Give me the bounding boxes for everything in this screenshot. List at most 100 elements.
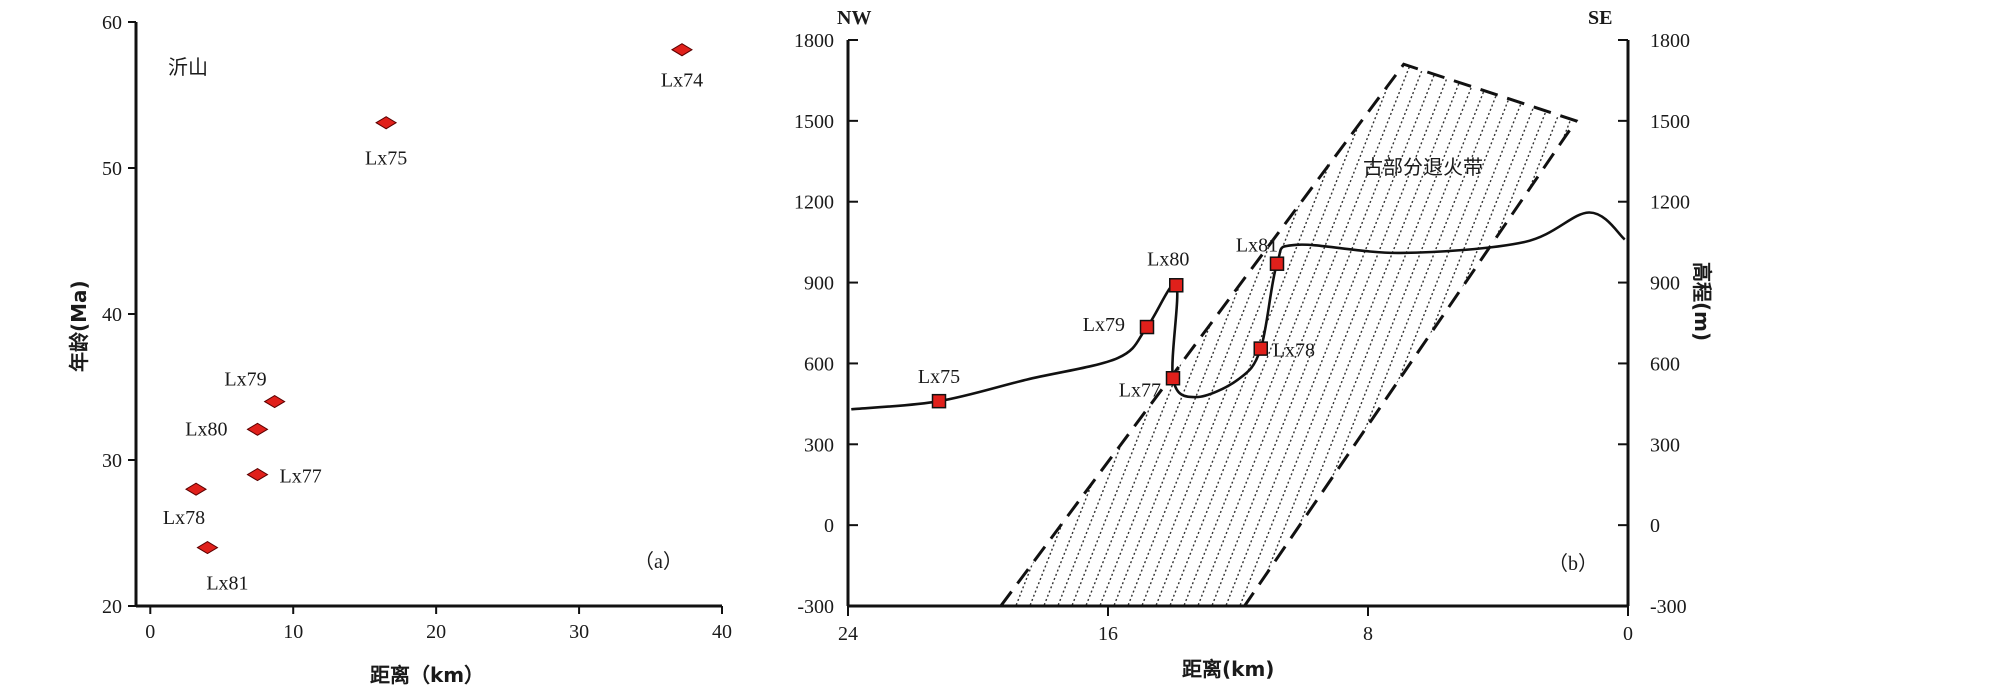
hatch-line	[1834, 20, 2008, 626]
point-marker-lx81	[196, 541, 219, 555]
hatch-line	[742, 20, 980, 626]
sample-label-lx78: Lx78	[1273, 340, 1315, 362]
hatch-line	[1764, 20, 2002, 626]
hatch-line	[1820, 20, 2008, 626]
hatch-line	[1960, 20, 2008, 626]
hatch-line	[1932, 20, 2008, 626]
point-label-lx74: Lx74	[661, 70, 703, 92]
hatch-line	[1680, 20, 1918, 626]
right-y-tick-label: 900	[1650, 273, 1680, 295]
hatch-line	[1722, 20, 1960, 626]
hatch-line	[1203, 64, 1443, 606]
left-y-tick-label: 0	[824, 515, 834, 537]
hatch-line	[1301, 64, 1541, 606]
panel-a-location-label: 沂山	[168, 55, 208, 79]
point-marker-lx78	[185, 482, 208, 496]
hatch-line	[1315, 64, 1555, 606]
hatch-line	[588, 20, 826, 626]
left-y-tick-label: 900	[804, 273, 834, 295]
hatch-line	[1273, 64, 1513, 606]
x-tick-label: 40	[712, 621, 732, 643]
hatch-line	[1904, 20, 2008, 626]
point-marker-lx80	[246, 422, 269, 436]
panel-a-panel-label: （a）	[634, 550, 683, 573]
hatch-line	[1413, 64, 1576, 606]
hatch-line	[1000, 64, 1163, 606]
hatch-line	[1750, 20, 1988, 626]
point-label-lx81: Lx81	[206, 573, 248, 595]
panel-a: 0 10 20 30 40 20 30 40 50 60 Lx74 Lx75 Lx79 Lx80 Lx77…	[67, 12, 732, 687]
hatch-line	[1736, 20, 1974, 626]
hatch-line	[1217, 64, 1457, 606]
right-y-tick-label: 0	[1650, 515, 1660, 537]
point-label-lx75: Lx75	[365, 148, 407, 170]
hatch-line	[1189, 64, 1429, 606]
hatch-line	[1806, 20, 2008, 626]
left-y-tick-label: 300	[804, 434, 834, 456]
hatch-line	[672, 20, 910, 626]
sample-label-lx80: Lx80	[1147, 248, 1189, 270]
point-label-lx78: Lx78	[163, 507, 205, 529]
sample-marker-lx81	[1269, 256, 1285, 271]
panel-a-ticks: 0 10 20 30 40 20 30 40 50 60	[102, 12, 732, 643]
sample-label-lx81: Lx81	[1236, 235, 1278, 257]
hatch-line	[1988, 20, 2008, 626]
hatch-line	[1385, 64, 1576, 606]
x-tick-label: 24	[838, 623, 858, 645]
hatch-line	[1708, 20, 1946, 626]
hatch-line	[1000, 64, 1079, 606]
y-tick-label: 50	[102, 158, 122, 180]
hatch-line	[1161, 64, 1401, 606]
point-marker-lx74	[671, 43, 693, 57]
se-label: SE	[1588, 7, 1612, 29]
hatch-line	[1876, 20, 2008, 626]
panel-b-ticks: 24 16 8 0 -300 -300 0 0 300 300 600 600 900 900 1200 12…	[794, 30, 1690, 645]
hatch-line	[518, 20, 756, 626]
panel-b-x-axis-title: 距离(km)	[1182, 657, 1274, 681]
hatch-line	[448, 20, 686, 626]
hatch-line	[658, 20, 896, 626]
hatch-line	[532, 20, 770, 626]
sample-label-lx77: Lx77	[1119, 379, 1161, 401]
y-tick-label: 20	[102, 596, 122, 618]
x-tick-label: 30	[569, 621, 589, 643]
right-y-tick-label: 1200	[1650, 192, 1690, 214]
x-tick-label: 20	[426, 621, 446, 643]
hatch-line	[2002, 20, 2008, 626]
right-y-tick-label: 300	[1650, 434, 1680, 456]
hatch-line	[1119, 64, 1359, 606]
left-y-tick-label: 600	[804, 353, 834, 375]
hatch-line	[1792, 20, 2008, 626]
left-y-tick-label: -300	[797, 596, 834, 618]
sample-marker-lx75	[931, 393, 947, 409]
point-label-lx79: Lx79	[224, 369, 266, 391]
panel-b-panel-label: （b）	[1548, 552, 1598, 575]
x-tick-label: 10	[283, 621, 303, 643]
right-y-tick-label: 1800	[1650, 30, 1690, 52]
sample-marker-lx78	[1253, 341, 1268, 356]
hatch-line	[1287, 64, 1527, 606]
elevation-profile-line	[851, 211, 1626, 411]
panel-b: 24 16 8 0 -300 -300 0 0 300 300 600 600 900 900 1200 12…	[448, 7, 2008, 681]
hatch-line	[1175, 64, 1415, 606]
panel-a-y-axis-title: 年龄(Ma)	[67, 280, 91, 372]
hatch-line	[1035, 64, 1275, 606]
hatch-line	[1329, 64, 1569, 606]
panel-b-right-axis-title: 高程(m)	[1690, 262, 1714, 341]
hatch-line	[1133, 64, 1373, 606]
x-tick-label: 16	[1098, 623, 1118, 645]
point-marker-lx75	[375, 116, 398, 130]
right-y-tick-label: 600	[1650, 353, 1680, 375]
x-tick-label: 0	[145, 621, 155, 643]
paleo-annealing-zone	[448, 20, 2008, 626]
x-tick-label: 8	[1363, 623, 1373, 645]
hatch-line	[1610, 20, 1848, 626]
hatch-line	[1371, 64, 1576, 606]
hatch-line	[1525, 64, 1576, 606]
hatch-line	[1848, 20, 2008, 626]
right-y-tick-label: 1500	[1650, 111, 1690, 133]
hatch-line	[1694, 20, 1932, 626]
hatch-line	[1000, 64, 1107, 606]
point-label-lx80: Lx80	[185, 418, 227, 440]
